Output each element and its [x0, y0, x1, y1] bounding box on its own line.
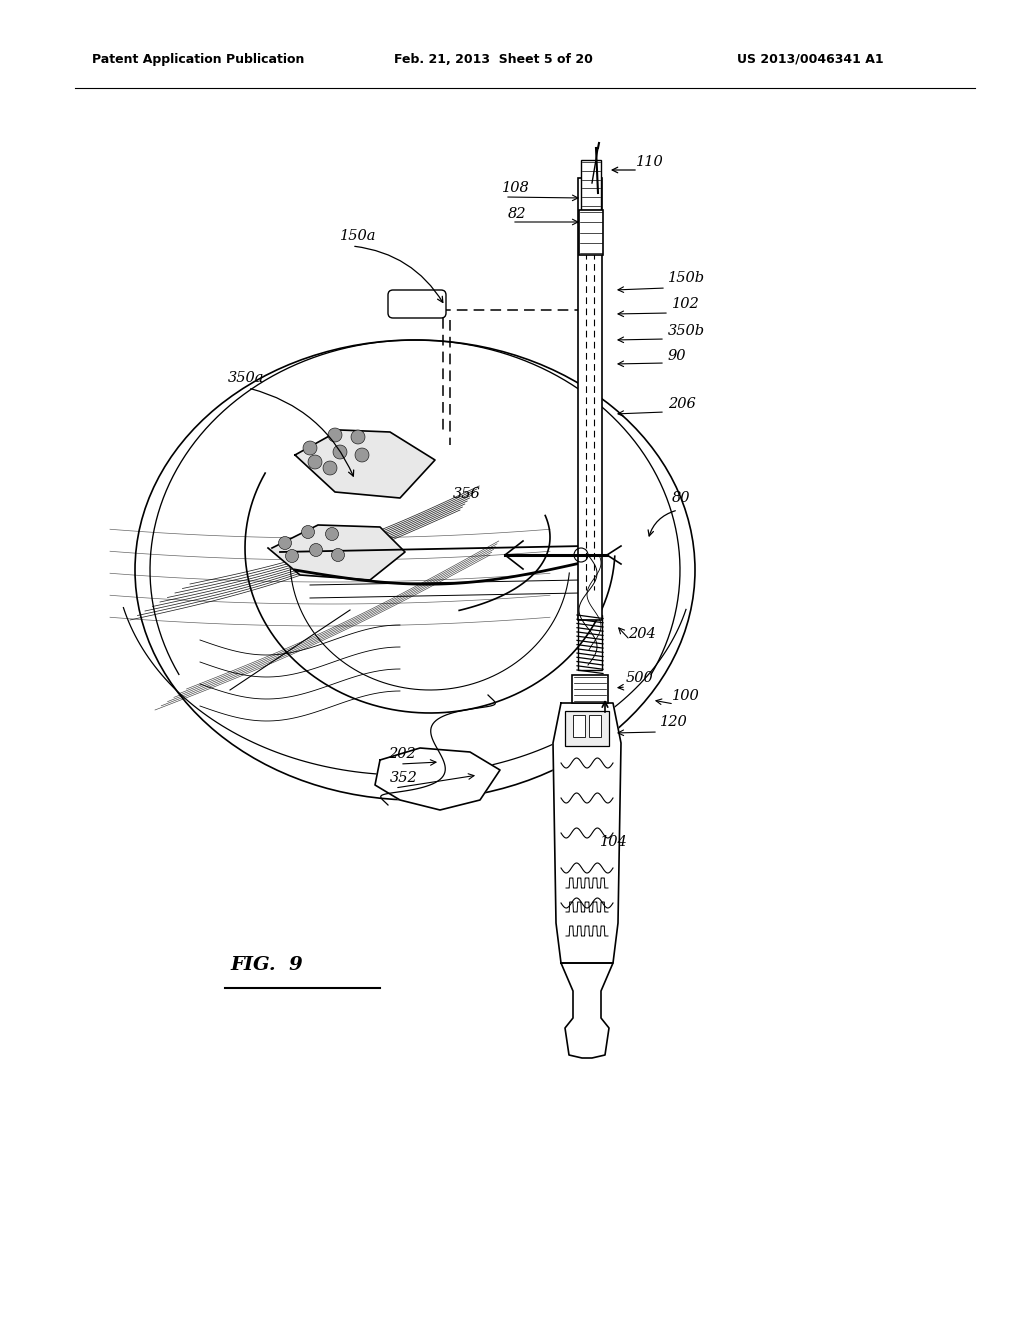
Circle shape	[355, 447, 369, 462]
Bar	[581, 160, 601, 210]
Text: 356: 356	[453, 487, 480, 502]
Text: 108: 108	[502, 181, 529, 195]
Bar	[578, 615, 602, 671]
Circle shape	[303, 441, 317, 455]
Text: 100: 100	[672, 689, 699, 704]
Bar	[572, 675, 608, 704]
Circle shape	[332, 549, 344, 561]
Circle shape	[286, 549, 299, 562]
Text: 150b: 150b	[668, 271, 706, 285]
Circle shape	[351, 430, 365, 444]
Bar	[573, 715, 585, 737]
Polygon shape	[268, 525, 406, 579]
Text: 206: 206	[668, 397, 695, 411]
Text: 104: 104	[600, 836, 628, 849]
Text: 150a: 150a	[340, 228, 377, 243]
Circle shape	[308, 455, 322, 469]
FancyBboxPatch shape	[388, 290, 446, 318]
Bar	[565, 711, 609, 746]
Circle shape	[323, 461, 337, 475]
Bar	[589, 715, 601, 737]
Bar	[578, 178, 602, 620]
Text: 204: 204	[628, 627, 655, 642]
Text: 102: 102	[672, 297, 699, 312]
Text: 120: 120	[660, 715, 688, 729]
Polygon shape	[561, 964, 613, 1059]
Text: 202: 202	[388, 747, 416, 762]
Polygon shape	[553, 704, 621, 964]
Text: 350b: 350b	[668, 323, 706, 338]
Circle shape	[326, 528, 339, 540]
Polygon shape	[295, 430, 435, 498]
Circle shape	[328, 428, 342, 442]
Text: Feb. 21, 2013  Sheet 5 of 20: Feb. 21, 2013 Sheet 5 of 20	[394, 53, 593, 66]
Text: Patent Application Publication: Patent Application Publication	[92, 53, 304, 66]
Circle shape	[333, 445, 347, 459]
Text: 82: 82	[508, 207, 526, 220]
Circle shape	[301, 525, 314, 539]
Text: 110: 110	[636, 154, 664, 169]
Text: 352: 352	[390, 771, 418, 785]
Text: 90: 90	[668, 348, 686, 363]
Polygon shape	[375, 748, 500, 810]
Text: US 2013/0046341 A1: US 2013/0046341 A1	[737, 53, 884, 66]
Circle shape	[279, 536, 292, 549]
Text: 350a: 350a	[228, 371, 264, 385]
Text: FIG.  9: FIG. 9	[230, 956, 303, 974]
Circle shape	[309, 544, 323, 557]
Bar	[579, 210, 603, 255]
Text: 500: 500	[626, 671, 653, 685]
Text: 80: 80	[672, 491, 690, 506]
